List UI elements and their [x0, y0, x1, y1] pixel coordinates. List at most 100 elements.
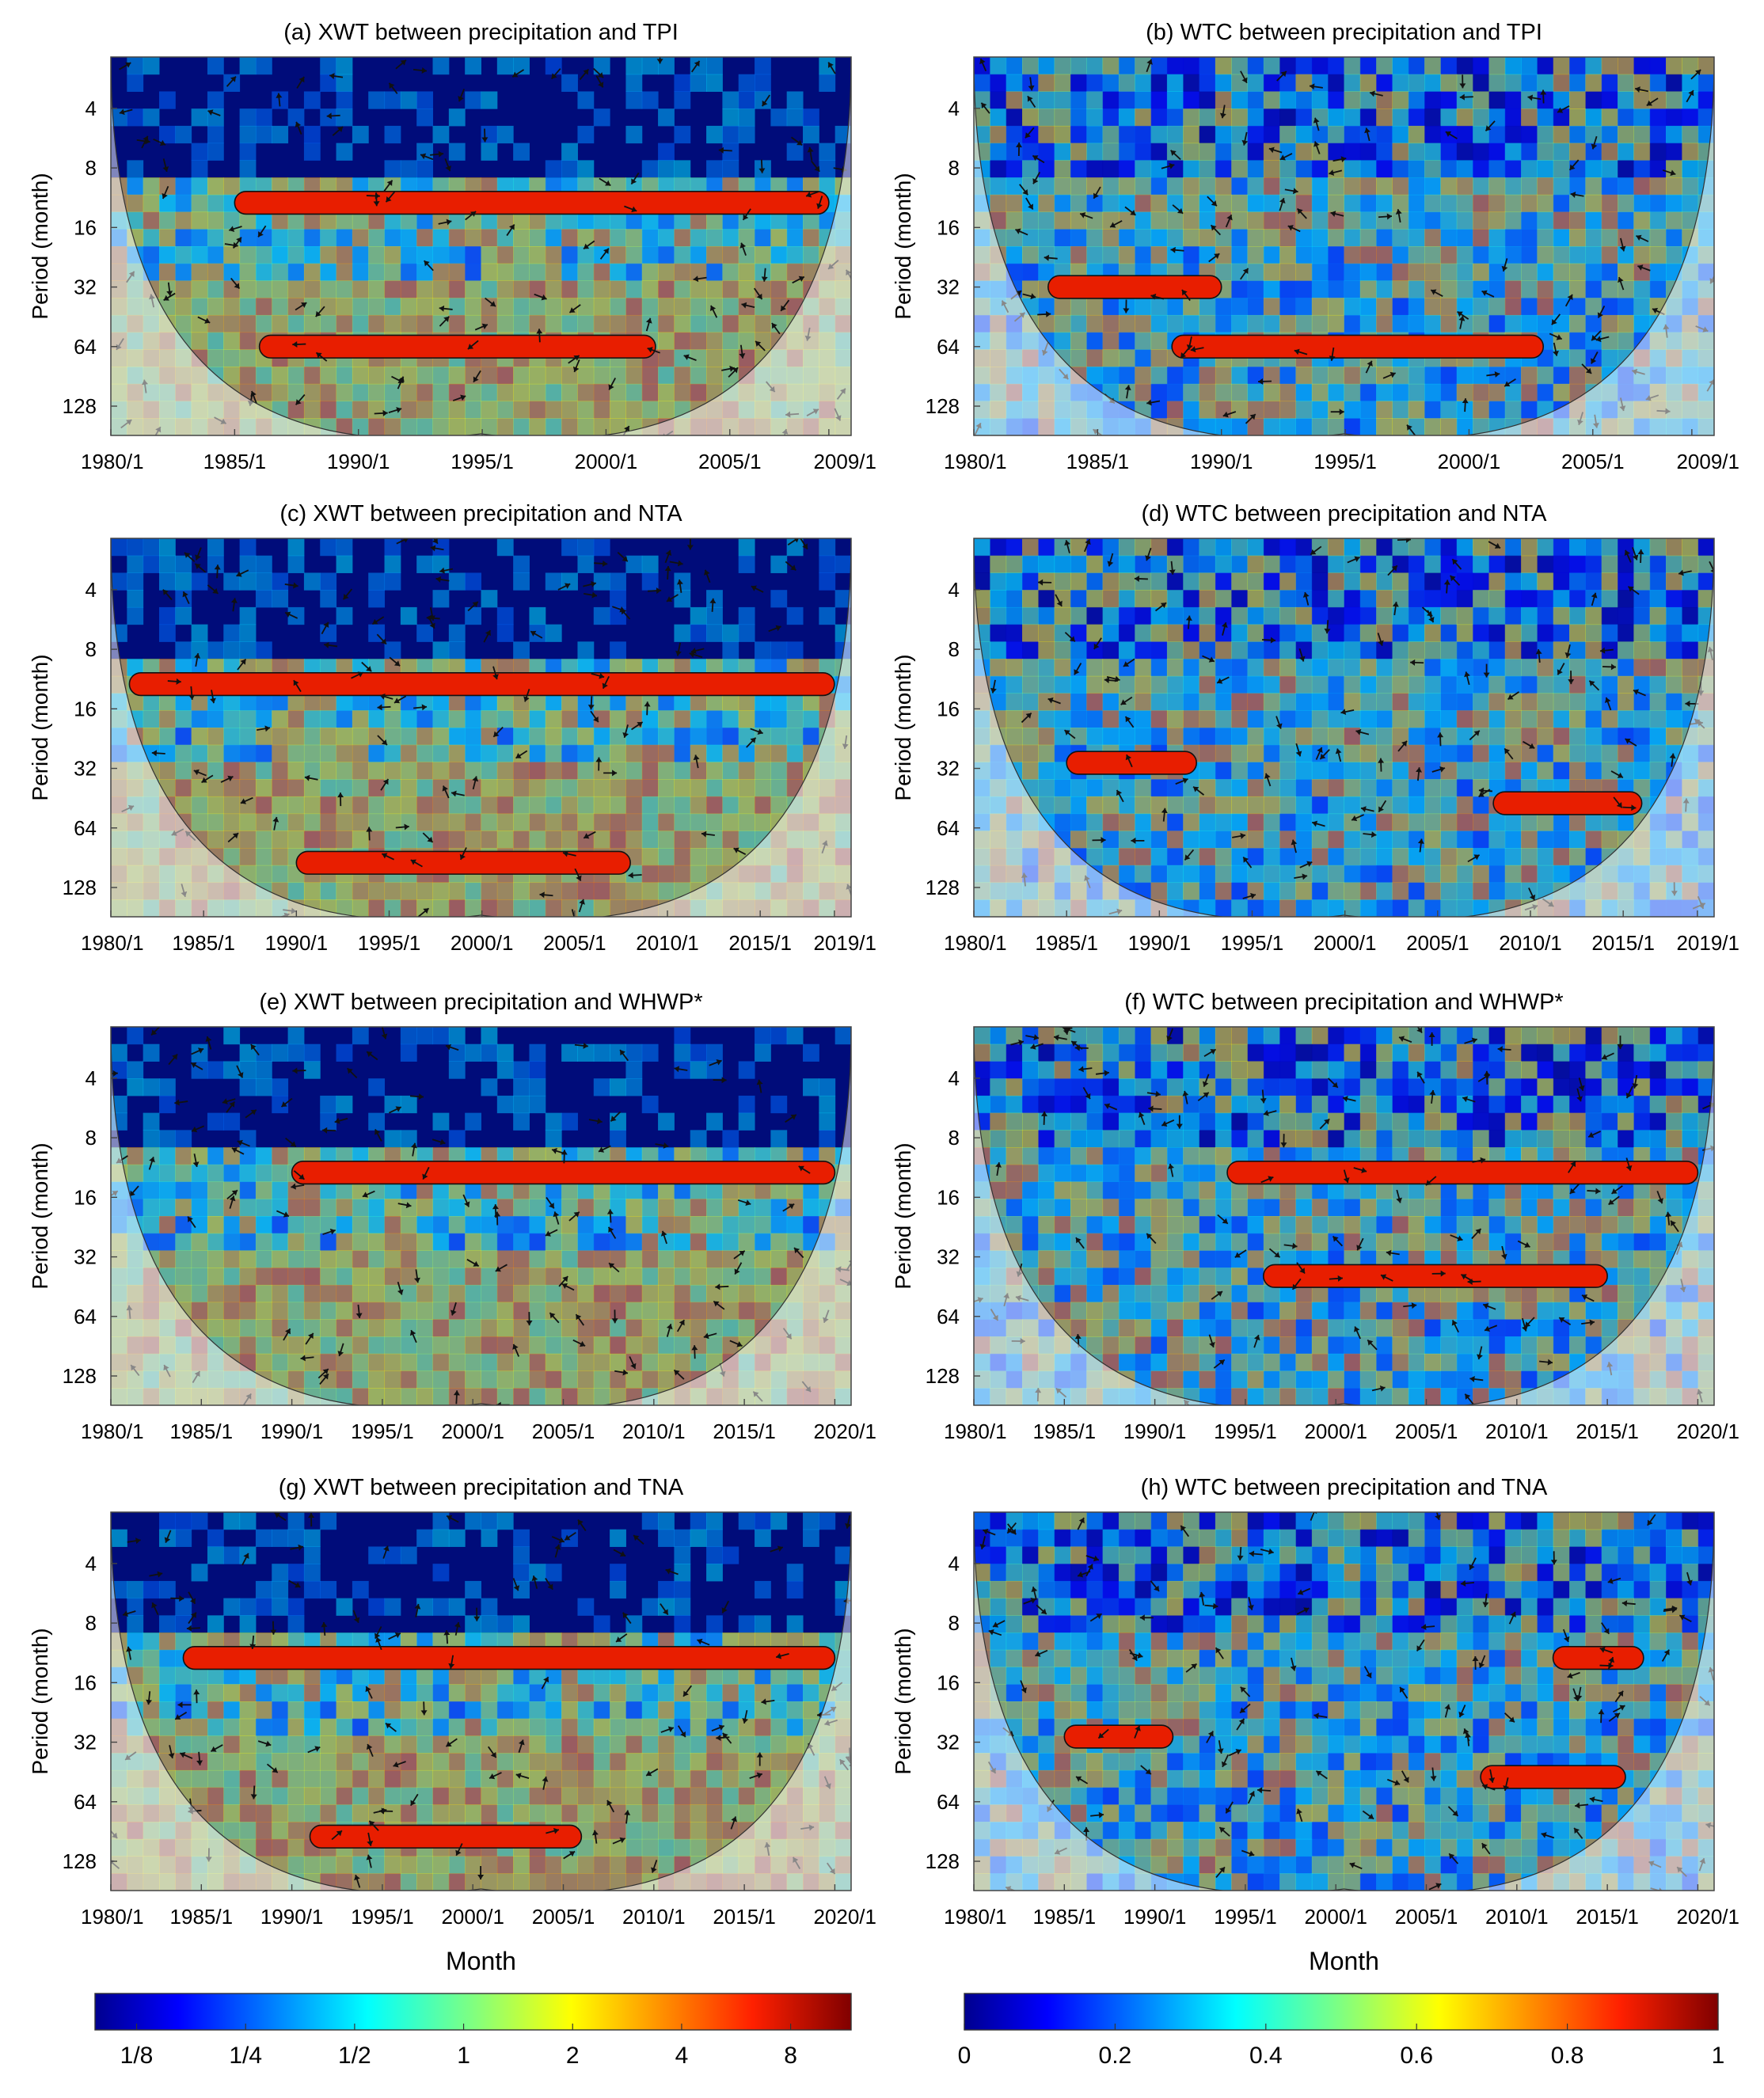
heatmap-cell	[336, 1284, 353, 1303]
heatmap-cell	[819, 572, 836, 591]
heatmap-cell	[1247, 744, 1264, 762]
phase-arrow	[693, 276, 707, 283]
heatmap-cell	[239, 1216, 257, 1234]
heatmap-cell	[625, 830, 643, 849]
heatmap-cell	[1070, 590, 1087, 608]
heatmap-cell	[239, 125, 257, 144]
heatmap-cell	[336, 1095, 353, 1114]
heatmap-cell	[239, 813, 257, 831]
heatmap-cell	[1392, 125, 1409, 144]
heatmap-cell	[1440, 246, 1458, 264]
heatmap-cell	[770, 744, 788, 762]
heatmap-cell	[1247, 57, 1264, 75]
heatmap-cell	[1166, 538, 1184, 557]
y-tick-label: 8	[949, 156, 960, 180]
heatmap-cell	[287, 882, 305, 900]
heatmap-cell	[384, 246, 401, 264]
heatmap-cell	[191, 779, 208, 797]
heatmap-cell	[320, 572, 337, 591]
heatmap-cell	[561, 1216, 578, 1234]
heatmap-cell	[1521, 538, 1538, 557]
heatmap-cell	[513, 1284, 530, 1303]
heatmap-cell	[610, 314, 626, 333]
heatmap-cell	[1118, 538, 1135, 557]
heatmap-cell	[400, 280, 417, 298]
heatmap-cell	[1295, 280, 1313, 298]
heatmap-cell	[1295, 728, 1313, 746]
heatmap-cell	[1038, 641, 1055, 659]
heatmap-cell	[577, 1233, 595, 1251]
heatmap-cell	[1135, 606, 1152, 625]
heatmap-cell	[1537, 538, 1554, 557]
phase-arrow	[1458, 315, 1466, 329]
heatmap-cell	[465, 1233, 481, 1251]
heatmap-cell	[1344, 160, 1361, 178]
heatmap-cell	[1456, 211, 1473, 230]
phase-arrow	[1207, 196, 1218, 207]
heatmap-cell	[738, 314, 755, 333]
heatmap-cell	[1311, 641, 1329, 659]
heatmap-cell	[1553, 606, 1570, 625]
heatmap-cell	[690, 624, 707, 642]
heatmap-cell	[658, 779, 675, 797]
heatmap-cell	[1328, 229, 1344, 247]
heatmap-cell	[625, 401, 643, 419]
heatmap-cell	[1344, 796, 1361, 815]
heatmap-cell	[481, 1319, 498, 1337]
heatmap-cell	[738, 1095, 755, 1114]
heatmap-cell	[1504, 298, 1522, 316]
heatmap-cell	[513, 1078, 530, 1097]
heatmap-cell	[1247, 865, 1264, 884]
heatmap-cell	[1118, 108, 1135, 127]
heatmap-cell	[577, 314, 595, 333]
heatmap-cell	[1102, 349, 1120, 367]
phase-arrow	[1032, 171, 1041, 184]
heatmap-cell	[1359, 91, 1377, 109]
heatmap-cell	[143, 728, 160, 746]
phase-arrow	[1686, 89, 1694, 103]
heatmap-cell	[545, 367, 562, 385]
heatmap-cell	[465, 246, 481, 264]
heatmap-cell	[974, 572, 990, 591]
heatmap-cell	[545, 57, 562, 75]
heatmap-b	[974, 57, 1714, 435]
heatmap-cell	[819, 160, 836, 178]
heatmap-cell	[625, 280, 643, 298]
heatmap-cell	[384, 367, 401, 385]
phase-arrow	[1540, 89, 1547, 104]
heatmap-cell	[336, 1216, 353, 1234]
heatmap-cell	[207, 779, 224, 797]
heatmap-cell	[593, 779, 610, 797]
heatmap-cell	[1537, 675, 1554, 694]
heatmap-cell	[1359, 314, 1377, 333]
heatmap-cell	[786, 143, 804, 161]
heatmap-cell	[1311, 710, 1329, 728]
heatmap-cell	[755, 693, 771, 711]
heatmap-cell	[1263, 728, 1280, 746]
heatmap-cell	[1086, 796, 1104, 815]
heatmap-cell	[496, 211, 514, 230]
heatmap-cell	[1392, 728, 1409, 746]
heatmap-cell	[303, 1353, 321, 1372]
heatmap-cell	[1054, 728, 1071, 746]
heatmap-cell	[1424, 813, 1441, 831]
heatmap-cell	[1295, 367, 1313, 385]
heatmap-cell	[593, 418, 610, 435]
heatmap-cell	[1247, 280, 1264, 298]
heatmap-cell	[1633, 606, 1651, 625]
phase-arrow	[1355, 728, 1370, 735]
heatmap-cell	[1359, 229, 1377, 247]
heatmap-cell	[1456, 555, 1473, 573]
phase-arrow	[587, 696, 595, 710]
heatmap-cell	[1585, 211, 1602, 230]
heatmap-cell	[577, 367, 595, 385]
heatmap-cell	[1311, 401, 1329, 419]
heatmap-cell	[287, 211, 305, 230]
heatmap-cell	[690, 1147, 707, 1165]
heatmap-cell	[610, 177, 626, 196]
heatmap-cell	[690, 693, 707, 711]
heatmap-cell	[1135, 211, 1152, 230]
phase-arrow	[240, 796, 253, 804]
heatmap-cell	[1150, 779, 1168, 797]
phase-arrow	[1330, 211, 1344, 217]
